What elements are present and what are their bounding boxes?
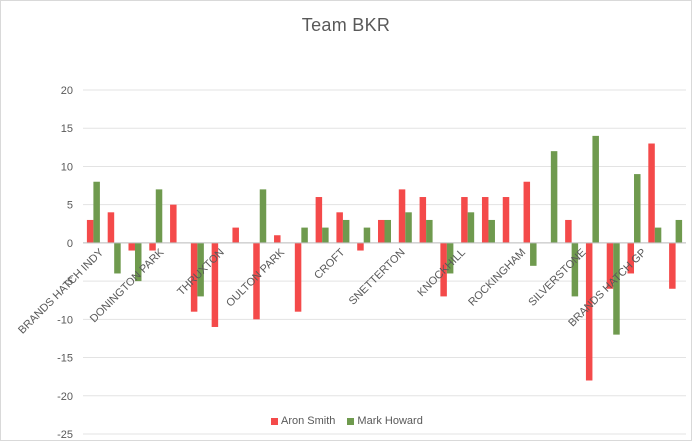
legend-item-aron: Aron Smith bbox=[271, 415, 335, 427]
bar-mark bbox=[197, 242, 204, 297]
bar-aron bbox=[190, 242, 198, 312]
bar-aron bbox=[128, 242, 135, 251]
bar-aron bbox=[627, 242, 635, 274]
bar-mark bbox=[530, 242, 537, 266]
bar-aron bbox=[336, 212, 343, 243]
bar-mark bbox=[134, 242, 142, 282]
bar-aron bbox=[398, 189, 406, 243]
bar-mark bbox=[93, 181, 100, 243]
legend-label-mark: Mark Howard bbox=[357, 415, 423, 427]
bar-aron bbox=[648, 143, 655, 243]
bar-aron bbox=[149, 242, 156, 251]
bar-mark bbox=[613, 242, 620, 335]
bar-mark bbox=[384, 219, 391, 243]
x-category-label: SNETTERTON bbox=[347, 246, 408, 307]
legend: Aron Smith Mark Howard bbox=[271, 415, 423, 427]
bar-aron bbox=[585, 242, 593, 381]
x-category-label: ROCKINGHAM bbox=[466, 247, 528, 309]
y-tick-label: 20 bbox=[61, 85, 73, 97]
legend-swatch-mark bbox=[347, 417, 355, 425]
bar-mark bbox=[363, 227, 371, 243]
bar-aron bbox=[253, 242, 260, 320]
bar-mark bbox=[259, 189, 267, 243]
bar-mark bbox=[654, 227, 662, 243]
bar-aron bbox=[419, 197, 427, 243]
y-tick-label: 5 bbox=[67, 200, 73, 212]
bar-mark bbox=[488, 219, 495, 243]
y-tick-label: -15 bbox=[57, 353, 73, 365]
y-tick-label: -10 bbox=[57, 314, 73, 326]
bar-mark bbox=[571, 242, 579, 297]
bar-aron bbox=[502, 197, 510, 243]
bar-aron bbox=[170, 204, 177, 243]
bar-aron bbox=[481, 197, 489, 243]
y-tick-label: 10 bbox=[61, 161, 73, 173]
bar-mark bbox=[342, 219, 350, 243]
bar-aron bbox=[357, 242, 364, 251]
bar-aron bbox=[232, 227, 239, 243]
bar-aron bbox=[606, 242, 614, 289]
bar-mark bbox=[446, 242, 454, 274]
bar-aron bbox=[669, 242, 676, 289]
y-tick-label: -25 bbox=[57, 429, 73, 440]
bar-aron bbox=[461, 197, 468, 243]
bar-aron bbox=[565, 219, 572, 243]
legend-swatch-aron bbox=[271, 417, 278, 425]
bar-mark bbox=[155, 189, 163, 243]
bar-mark bbox=[675, 219, 683, 243]
bar-aron bbox=[523, 181, 531, 243]
y-tick-label: 0 bbox=[67, 238, 73, 250]
bar-mark bbox=[467, 212, 475, 243]
bar-mark bbox=[114, 242, 121, 274]
bar-mark bbox=[550, 151, 558, 243]
bar-mark bbox=[592, 135, 599, 243]
bar-aron bbox=[274, 235, 281, 243]
bar-mark bbox=[426, 219, 433, 243]
y-tick-label: 15 bbox=[61, 123, 73, 135]
bar-aron bbox=[440, 242, 447, 297]
bar-aron bbox=[211, 242, 219, 327]
legend-item-mark: Mark Howard bbox=[347, 415, 423, 427]
bar-mark bbox=[301, 227, 308, 243]
bar-aron bbox=[86, 219, 94, 243]
legend-label-aron: Aron Smith bbox=[281, 415, 336, 427]
y-tick-label: -20 bbox=[57, 391, 73, 403]
bar-mark bbox=[322, 227, 329, 243]
x-category-label: CROFT bbox=[312, 246, 347, 281]
chart-title: Team BKR bbox=[301, 15, 391, 35]
y-tick-label: -5 bbox=[63, 276, 73, 288]
bar-aron bbox=[107, 212, 115, 243]
bar-aron bbox=[378, 219, 385, 243]
bar-mark bbox=[405, 212, 412, 243]
bar-mark bbox=[634, 174, 641, 243]
bar-aron bbox=[315, 197, 323, 243]
bar-aron bbox=[294, 242, 302, 312]
